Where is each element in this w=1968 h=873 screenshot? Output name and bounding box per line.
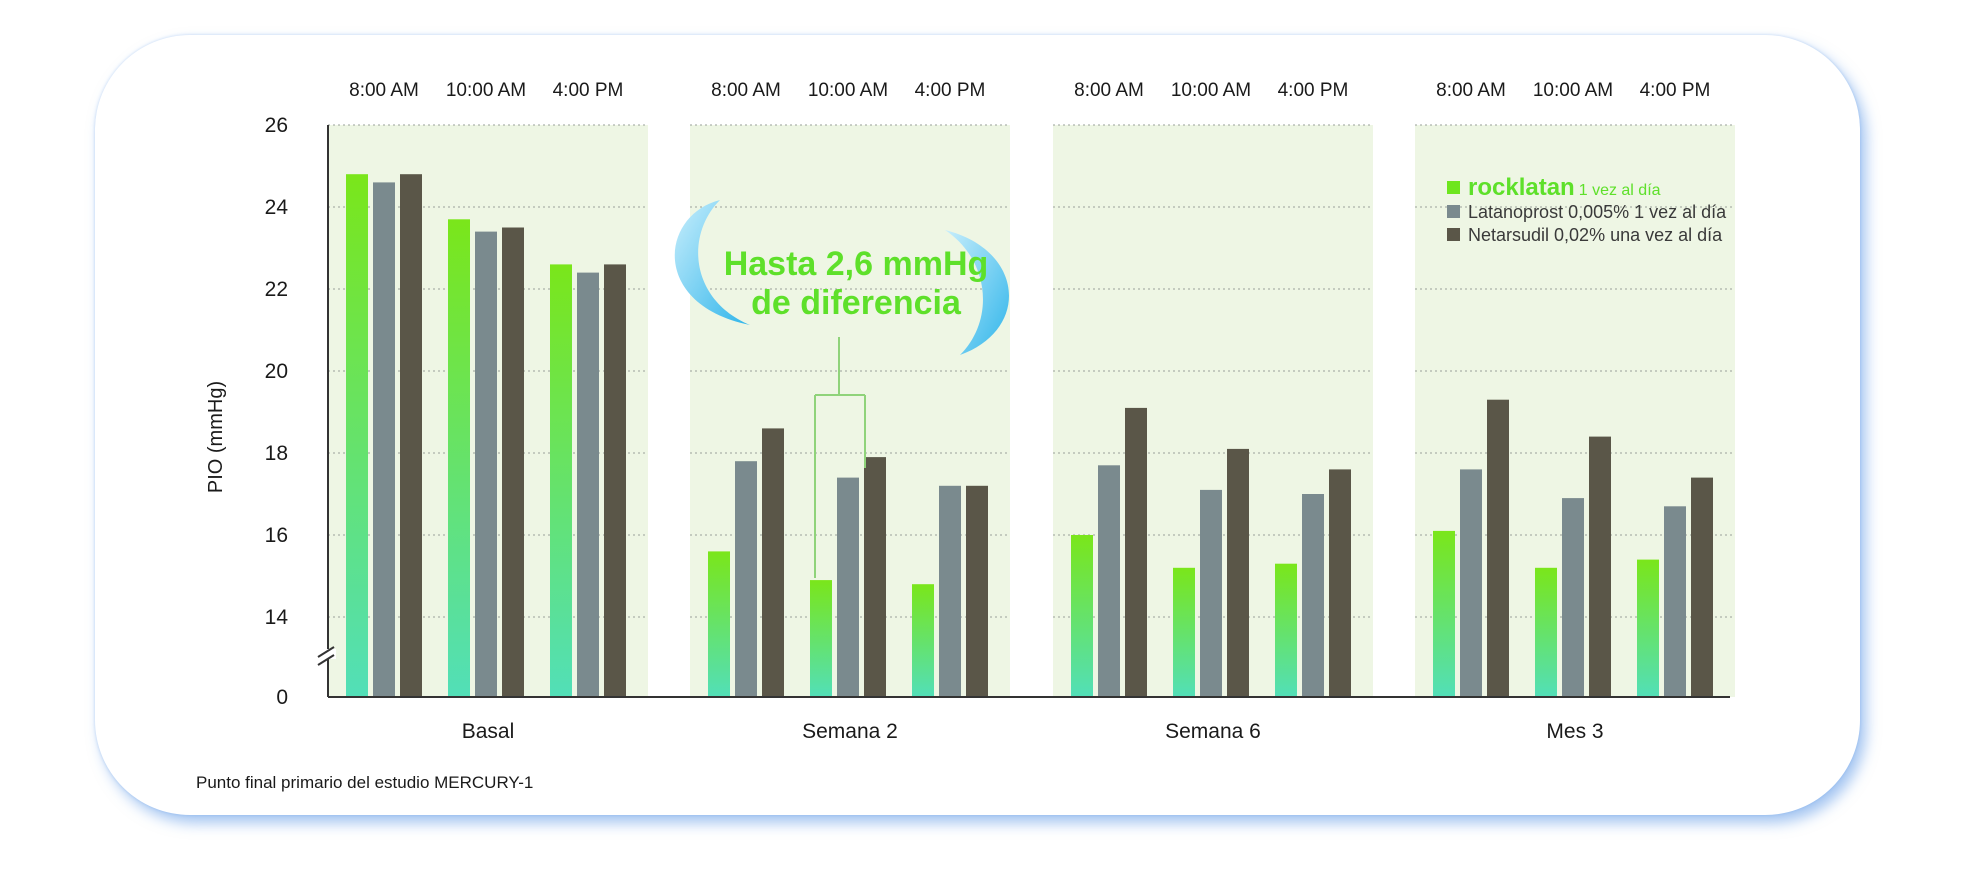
y-tick-label: 24 — [265, 196, 289, 219]
bar-3-2-2 — [1691, 477, 1713, 697]
bar-2-0-1 — [1098, 465, 1120, 697]
time-label: 8:00 AM — [349, 80, 419, 101]
bar-3-0-1 — [1460, 469, 1482, 697]
footnote: Punto final primario del estudio MERCURY… — [196, 773, 533, 792]
bar-0-2-0 — [550, 264, 572, 697]
y-tick-label: 18 — [265, 442, 288, 465]
time-label: 4:00 PM — [915, 80, 986, 101]
bar-0-1-2 — [502, 227, 524, 697]
y-tick-label: 20 — [265, 360, 288, 383]
bar-1-1-2 — [864, 457, 886, 697]
legend-label-rocklatan: rocklatan 1 vez al día — [1468, 174, 1661, 201]
time-label: 8:00 AM — [711, 80, 781, 101]
bar-0-2-2 — [604, 264, 626, 697]
group-label: Semana 6 — [1165, 720, 1261, 743]
time-label: 8:00 AM — [1074, 80, 1144, 101]
bar-2-1-0 — [1173, 567, 1195, 697]
bar-0-0-2 — [400, 174, 422, 697]
bar-1-1-1 — [837, 477, 859, 697]
bar-2-2-1 — [1302, 494, 1324, 697]
annotation-bracket — [814, 337, 866, 578]
time-label: 4:00 PM — [553, 80, 624, 101]
bar-3-1-1 — [1562, 498, 1584, 697]
time-label: 10:00 AM — [446, 80, 526, 101]
bar-0-0-0 — [346, 174, 368, 697]
axis-break-gap — [320, 649, 336, 659]
y-axis-label: PIO (mmHg) — [205, 381, 227, 493]
y-tick-labels: 26 24 22 20 18 16 14 0 — [265, 114, 289, 709]
group-label: Semana 2 — [802, 720, 898, 743]
time-label: 10:00 AM — [808, 80, 888, 101]
time-label: 10:00 AM — [1171, 80, 1251, 101]
axis-break-mark — [317, 646, 335, 658]
legend-label-netarsudil: Netarsudil 0,02% una vez al día — [1468, 225, 1723, 245]
bar-3-0-2 — [1487, 399, 1509, 697]
legend-swatch-rocklatan — [1447, 181, 1460, 194]
bar-2-1-1 — [1200, 489, 1222, 697]
time-label: 4:00 PM — [1278, 80, 1349, 101]
bar-3-2-0 — [1637, 559, 1659, 697]
bar-2-0-2 — [1125, 407, 1147, 697]
bar-1-0-1 — [735, 461, 757, 697]
bar-1-2-0 — [912, 584, 934, 697]
bubble-arc-left — [674, 200, 750, 325]
annotation-bubble: Hasta 2,6 mmHg de diferencia — [674, 200, 1009, 578]
group-label: Mes 3 — [1546, 720, 1603, 743]
bar-1-2-2 — [966, 485, 988, 697]
bar-1-2-1 — [939, 485, 961, 697]
bar-3-1-0 — [1535, 567, 1557, 697]
legend: rocklatan 1 vez al día Latanoprost 0,005%… — [1447, 174, 1727, 245]
group-label: Basal — [462, 720, 515, 743]
bar-3-0-0 — [1433, 530, 1455, 697]
time-label: 8:00 AM — [1436, 80, 1506, 101]
bar-0-1-0 — [448, 219, 470, 698]
bar-2-1-2 — [1227, 448, 1249, 697]
bar-3-1-2 — [1589, 436, 1611, 697]
time-label: 10:00 AM — [1533, 80, 1613, 101]
bar-1-1-0 — [810, 580, 832, 697]
bar-2-2-2 — [1329, 469, 1351, 697]
bar-2-0-0 — [1071, 535, 1093, 697]
y-tick-label: 22 — [265, 278, 288, 301]
legend-swatch-netarsudil — [1447, 228, 1460, 241]
bar-2-2-0 — [1275, 563, 1297, 697]
axis-break-mark — [317, 654, 335, 666]
axes — [317, 125, 1730, 698]
group-labels: Basal Semana 2 Semana 6 Mes 3 — [462, 720, 1604, 743]
y-tick-label: 0 — [276, 686, 288, 709]
bar-0-0-1 — [373, 182, 395, 697]
bars — [346, 174, 1713, 698]
bar-1-0-0 — [708, 551, 730, 697]
annotation-line-2: de diferencia — [751, 284, 962, 322]
bar-3-2-1 — [1664, 506, 1686, 697]
bar-1-0-2 — [762, 428, 784, 697]
time-point-labels: 8:00 AM 10:00 AM 4:00 PM 8:00 AM 10:00 AM 4:0… — [349, 80, 1710, 101]
y-tick-label: 14 — [265, 606, 289, 629]
legend-label-latanoprost: Latanoprost 0,005% 1 vez al día — [1468, 202, 1727, 222]
y-tick-label: 26 — [265, 114, 288, 137]
time-label: 4:00 PM — [1640, 80, 1711, 101]
bubble-arc-right — [945, 230, 1009, 355]
y-tick-label: 16 — [265, 524, 288, 547]
legend-swatch-latanoprost — [1447, 205, 1460, 218]
annotation-line-1: Hasta 2,6 mmHg — [724, 245, 989, 283]
bar-0-2-1 — [577, 272, 599, 697]
bar-0-1-1 — [475, 231, 497, 697]
